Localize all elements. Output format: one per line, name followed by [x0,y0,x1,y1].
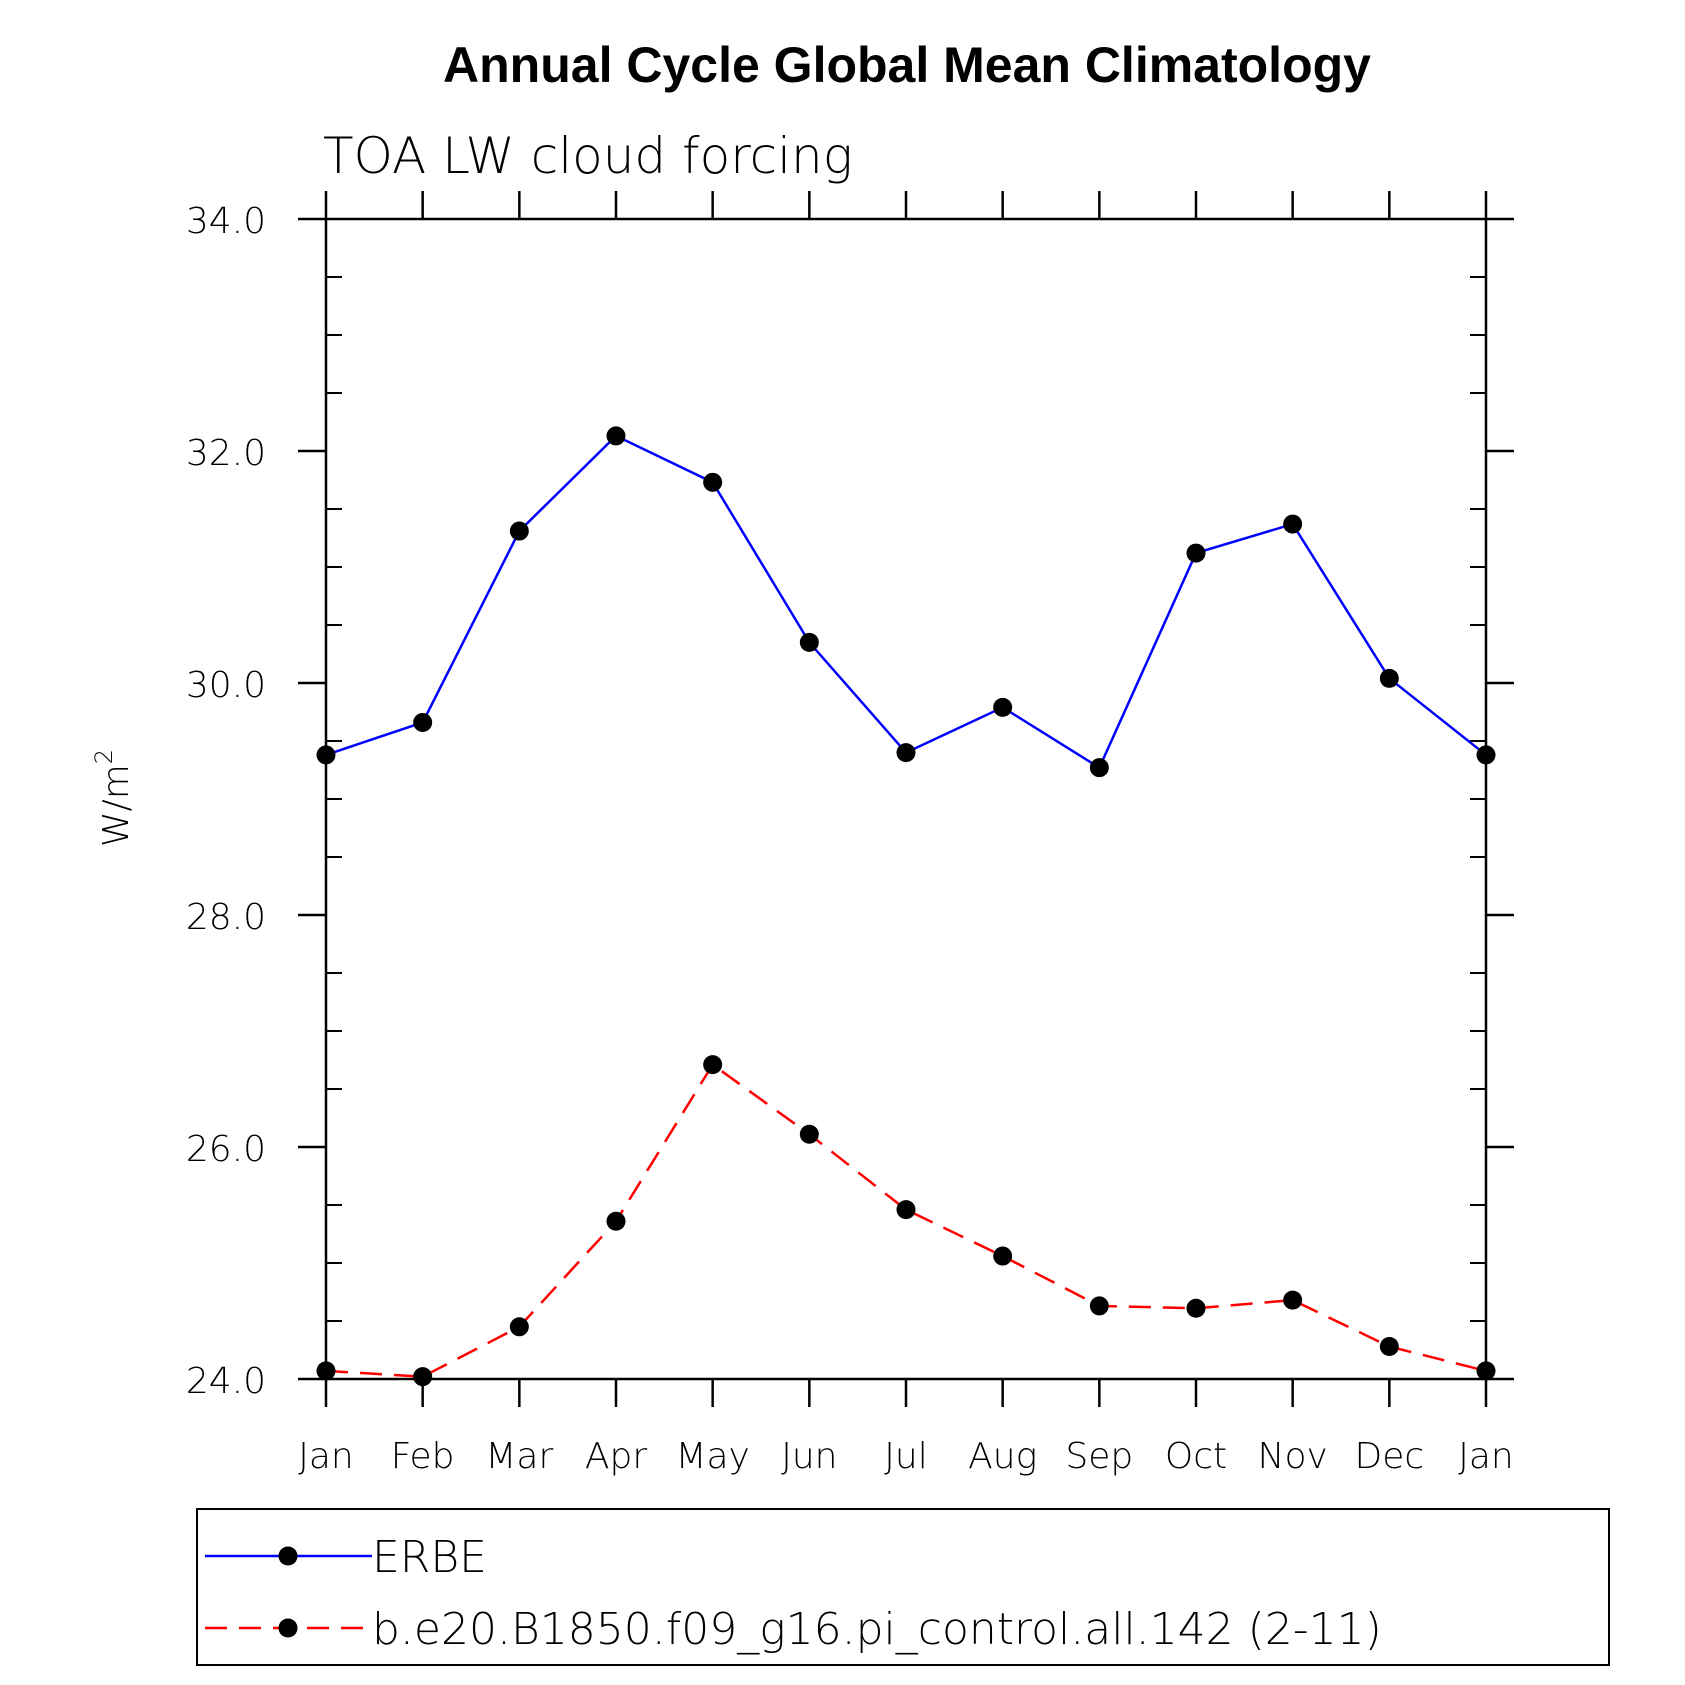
x-tick-label: Feb [391,1436,455,1477]
y-tick-label: 26.0 [186,1129,266,1170]
axis-ticks [298,191,1514,1407]
data-point [1089,758,1109,778]
data-point [1089,1296,1109,1316]
x-tick-label: Oct [1165,1436,1227,1477]
legend-box [196,1508,1610,1666]
data-point [1476,745,1496,765]
legend-entry: ERBE [205,1532,487,1583]
x-tick-label: Sep [1065,1436,1133,1477]
x-tick-label: Jan [1458,1436,1514,1477]
legend-label: ERBE [372,1532,487,1583]
y-tick-label: 28.0 [186,897,266,938]
data-point [799,1124,819,1144]
legend-label: b.e20.B1850.f09_g16.pi_control.all.142 (… [372,1604,1382,1655]
data-point [1379,1337,1399,1357]
series-line [325,1062,1487,1378]
y-axis-label: W/m2 [90,749,137,847]
x-tick-label: Apr [585,1436,647,1477]
data-point [509,1317,529,1337]
data-point [606,426,626,446]
data-point [799,632,819,652]
data-point [703,472,723,492]
x-tick-label: Nov [1258,1436,1328,1477]
data-point [1186,1298,1206,1318]
data-point [993,697,1013,717]
series-1 [316,1055,1496,1387]
y-tick-label: 24.0 [186,1361,266,1402]
series-line [325,434,1487,770]
x-tick-label: Jan [298,1436,354,1477]
data-point [316,1361,336,1381]
data-point [703,1055,723,1075]
x-tick-label: Jul [884,1436,927,1477]
data-point [1476,1361,1496,1381]
x-tick-label: May [675,1436,749,1477]
y-tick-label: 30.0 [186,665,266,706]
data-point [509,521,529,541]
data-point [993,1246,1013,1266]
legend: ERBE b.e20.B1850.f09_g16.pi_control.all.1… [196,1508,1610,1666]
series-layer [316,426,1496,1387]
data-point [1283,514,1303,534]
data-point [413,712,433,732]
series-0 [316,426,1496,778]
chart-title: Annual Cycle Global Mean Climatology [443,37,1371,93]
axis-tick-labels: Jan Feb Mar Apr May Jun Jul Aug Sep Oct Nov Dec Jan 2… [186,201,1514,1477]
legend-marker [278,1618,298,1638]
x-tick-label: Dec [1354,1436,1424,1477]
x-tick-label: Mar [485,1436,553,1477]
x-tick-label: Jun [781,1436,837,1477]
data-point [316,745,336,765]
x-tick-label: Aug [968,1436,1037,1477]
data-point [1186,543,1206,563]
data-point [896,1200,916,1220]
data-point [896,743,916,763]
chart-subtitle: TOA LW cloud forcing [323,127,853,185]
legend-marker [278,1546,298,1566]
legend-entry: b.e20.B1850.f09_g16.pi_control.all.142 (… [205,1604,1382,1655]
data-point [1379,668,1399,688]
data-point [606,1211,626,1231]
y-tick-label: 32.0 [186,433,266,474]
data-point [1283,1290,1303,1310]
data-point [413,1367,433,1387]
y-axis-label-superscript: 2 [90,749,118,764]
y-tick-label: 34.0 [186,201,266,242]
